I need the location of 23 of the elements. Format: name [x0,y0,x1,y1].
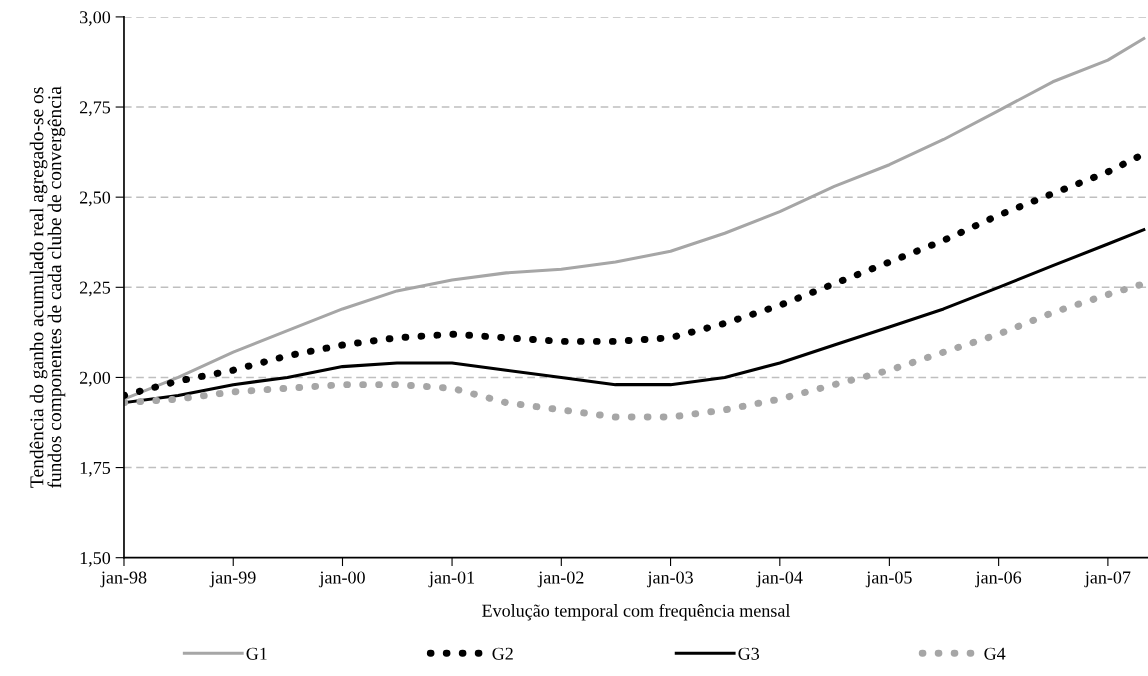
x-tick-label: jan-04 [756,571,803,588]
x-tick-label: jan-00 [318,571,365,588]
x-tick-label: jan-01 [428,571,475,588]
x-tick-label: jan-07 [1084,571,1131,588]
x-tick-label: jan-05 [865,571,912,588]
y-tick-label: 2,25 [79,281,111,297]
legend-label: G4 [984,647,1006,660]
x-tick-label: jan-02 [537,571,584,588]
legend-label: G2 [492,647,513,660]
y-tick-label: 1,75 [80,461,111,477]
x-tick-label: jan-98 [100,571,147,588]
y-tick-label: 2,75 [79,101,111,117]
x-axis-title: Evolução temporal com frequência mensal [482,603,791,621]
y-axis-title: Tendência do ganho acumulado real agregado-se os fundos componentes de cada clube de convergência [29,86,66,488]
x-tick-label: jan-06 [975,571,1022,588]
x-tick-label: jan-99 [209,571,256,588]
y-tick-label: 2,50 [79,191,111,207]
legend-label: G3 [738,647,760,660]
y-tick-label: 1,50 [80,551,111,567]
y-tick-label: 3,00 [80,11,111,26]
legend-label: G1 [246,647,267,660]
x-tick-label: jan-03 [646,571,693,588]
y-tick-label: 2,00 [79,371,111,387]
